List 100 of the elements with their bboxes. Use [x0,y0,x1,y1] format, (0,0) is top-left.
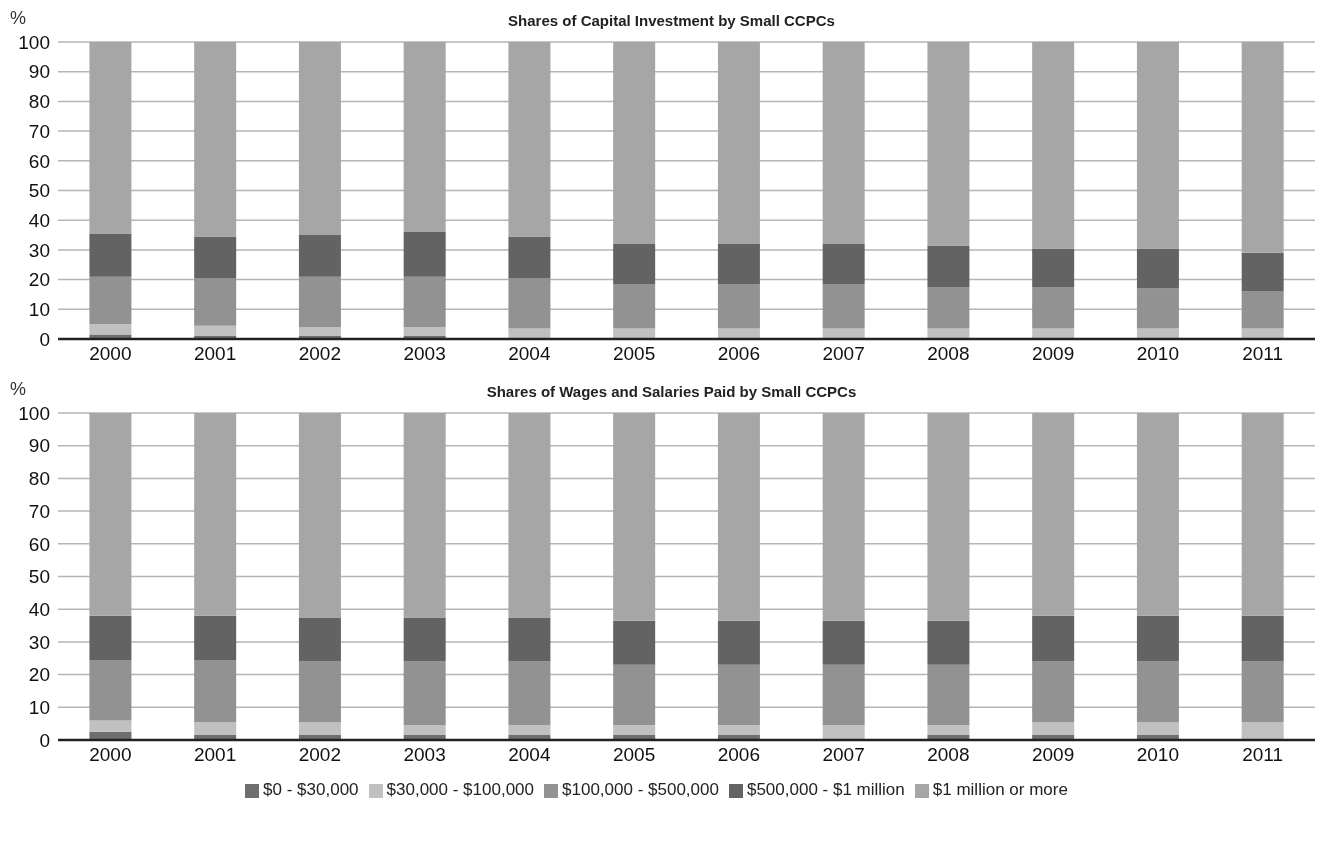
bar [1032,42,1075,249]
x-tick-label: 2004 [508,744,551,766]
y-tick-label: 50 [28,180,50,202]
bar [927,620,970,665]
bar [194,413,237,616]
bar [298,661,341,723]
bar [717,42,760,244]
bar [194,42,237,237]
y-tick-label: 100 [18,31,50,53]
bar [927,664,970,726]
x-tick-label: 2006 [717,744,761,766]
x-tick-label: 2007 [822,343,865,365]
bar [89,615,132,660]
bar [403,413,446,618]
bar [717,284,760,329]
bar [298,617,341,662]
bar [717,664,760,726]
y-tick-label: 40 [28,598,50,620]
bar [1136,615,1179,662]
bar [298,327,341,337]
bar [403,617,446,662]
bar [89,413,132,616]
y-tick-label: 70 [28,120,50,142]
x-tick-label: 2002 [298,744,342,766]
bar [1032,248,1075,288]
bar [1241,661,1284,723]
x-tick-label: 2011 [1242,343,1284,365]
bar [717,328,760,339]
x-tick-label: 2006 [717,343,761,365]
bar [822,42,865,244]
bar [403,232,446,277]
bar [717,243,760,285]
bar [194,325,237,337]
bar [613,413,656,621]
y-tick-label: 40 [28,209,50,231]
bar [508,42,551,237]
y-tick-label: 80 [28,91,50,113]
bar [613,664,656,726]
bar [298,235,341,277]
bar [1241,328,1284,339]
bar [508,328,551,339]
bar [822,620,865,665]
bar [1032,413,1075,616]
x-tick-label: 2002 [298,343,342,365]
bar [508,413,551,618]
y-tick-label: 60 [28,533,50,555]
legend-label: $0 - $30,000 [263,780,359,799]
bar [298,42,341,236]
x-tick-label: 2010 [1136,744,1180,766]
bar [1241,722,1284,740]
bar [1136,413,1179,616]
y-axis-title: % [10,8,27,29]
x-tick-label: 2008 [927,343,970,365]
bar [89,276,132,325]
bar [194,278,237,326]
bar [508,278,551,329]
bar [1136,42,1179,249]
legend-label: $1 million or more [932,780,1068,799]
chart-title: Shares of Capital Investment by Small CCPCs [508,12,835,29]
bar [89,720,132,732]
bar [927,413,970,621]
y-axis-title: % [10,379,27,400]
bar [822,243,865,285]
bar [822,413,865,621]
bar [1241,615,1284,662]
bar [927,328,970,339]
bar [927,245,970,288]
bar [194,659,237,723]
bar [613,328,656,339]
bar [717,620,760,665]
bar [1136,248,1179,289]
y-tick-label: 80 [28,468,50,490]
bar [613,725,656,736]
bar [403,276,446,328]
bar [1136,661,1179,723]
x-tick-label: 2007 [822,744,865,766]
bar [613,243,656,285]
bar [403,327,446,337]
y-tick-label: 70 [28,500,50,522]
bar [1241,413,1284,616]
bar [717,413,760,621]
bar [508,617,551,662]
bar [1032,722,1075,736]
x-tick-label: 2009 [1031,744,1075,766]
bar [822,664,865,726]
x-tick-label: 2000 [89,744,132,766]
bar [613,284,656,329]
x-tick-label: 2005 [612,343,656,365]
legend-label: $100,000 - $500,000 [562,780,719,799]
bar [822,284,865,329]
y-tick-label: 20 [28,664,50,686]
bar [717,725,760,736]
x-tick-label: 2003 [403,343,446,365]
bar [1136,722,1179,736]
bar [927,287,970,329]
x-tick-label: 2001 [193,744,237,766]
x-tick-label: 2001 [193,343,237,365]
y-tick-label: 0 [39,328,50,350]
bar [508,236,551,279]
bar [927,725,970,736]
